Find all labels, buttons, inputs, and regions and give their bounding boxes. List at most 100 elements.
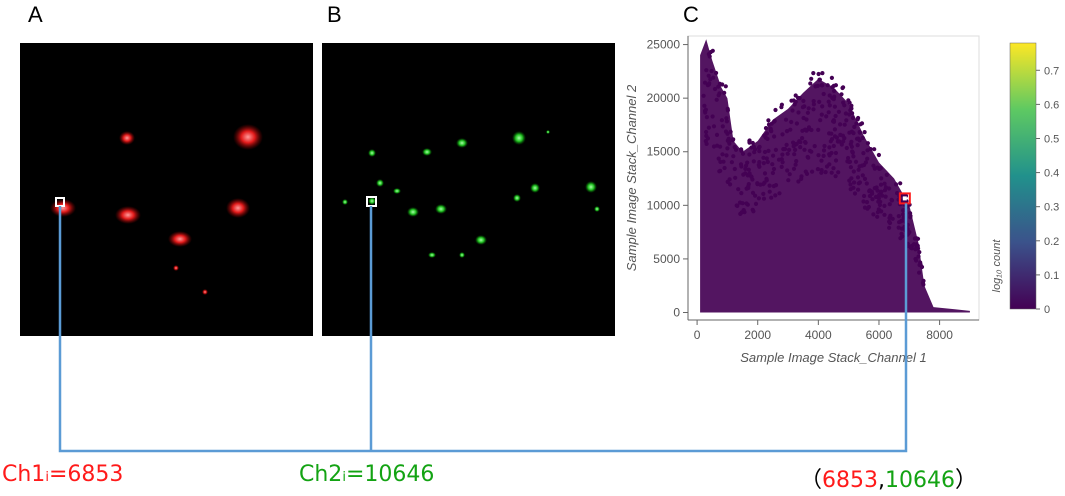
scatter-point xyxy=(711,75,716,80)
scatter-point xyxy=(831,166,836,171)
red-cell-blob xyxy=(173,265,179,271)
y-tick-label: 25000 xyxy=(647,38,681,52)
scatter-point xyxy=(821,153,826,158)
scatter-point xyxy=(883,185,889,190)
scatter-point xyxy=(787,147,792,152)
scatter-point xyxy=(816,153,821,158)
scatter-point xyxy=(812,144,817,149)
scatter-point xyxy=(809,149,814,154)
scatter-point xyxy=(819,170,824,175)
green-cell-blob xyxy=(585,181,597,193)
green-cell-blob xyxy=(393,188,401,194)
scatter-point xyxy=(744,163,749,168)
scatter-point xyxy=(784,142,789,147)
y-tick-label: 5000 xyxy=(653,252,680,266)
scatter-point xyxy=(724,153,729,158)
y-tick-label: 0 xyxy=(673,305,680,319)
scatter-point xyxy=(826,110,831,115)
scatter-point xyxy=(809,76,814,81)
scatter-point xyxy=(780,152,785,157)
scatter-point xyxy=(766,122,772,127)
scatter-point xyxy=(724,116,729,121)
scatter-point xyxy=(805,110,811,115)
scatter-point xyxy=(833,150,839,156)
scatter-point xyxy=(702,80,708,85)
scatter-point xyxy=(842,122,847,127)
scatter-point xyxy=(878,182,884,187)
scatter-point xyxy=(848,165,854,170)
scatter-point xyxy=(887,202,892,207)
scatter-point xyxy=(767,183,772,188)
colorbar-tick-label: 0.1 xyxy=(1044,270,1059,282)
green-cell-blob xyxy=(435,204,447,214)
scatter-point xyxy=(833,174,838,179)
scatter-point xyxy=(723,84,728,89)
scatter-point xyxy=(862,130,867,135)
green-cell-blob xyxy=(368,149,376,157)
scatter-point xyxy=(753,193,758,198)
scatter-point xyxy=(907,230,912,235)
scatter-point xyxy=(732,166,737,172)
scatter-point xyxy=(705,136,711,141)
scatter-point xyxy=(762,171,768,176)
scatter-point xyxy=(777,191,782,196)
green-cell-blob xyxy=(368,197,376,205)
red-cell-blob xyxy=(233,124,263,150)
scatter-point xyxy=(882,203,887,208)
green-cell-blob xyxy=(530,183,540,193)
scatter-point xyxy=(840,85,845,91)
scatter-point xyxy=(847,178,852,183)
scatter-point xyxy=(856,115,861,121)
ch1-value: =6853 xyxy=(48,462,124,487)
scatter-point xyxy=(849,139,854,144)
pair-comma: , xyxy=(878,468,886,493)
scatter-point xyxy=(766,118,771,123)
scatter-point xyxy=(898,181,903,186)
scatter-point xyxy=(843,111,849,116)
scatter-point xyxy=(716,93,721,98)
red-cell-blob xyxy=(115,206,141,224)
pair-y-value: 10646 xyxy=(885,468,956,493)
scatter-point xyxy=(852,124,857,129)
colorbar-tick-label: 0.2 xyxy=(1044,236,1059,248)
scatter-point xyxy=(819,112,824,117)
scatter-point xyxy=(791,140,796,145)
colorbar-label: log₁₀ count xyxy=(991,239,1003,293)
scatter-point xyxy=(799,176,804,181)
scatter-point xyxy=(876,199,881,204)
scatter-point xyxy=(831,97,836,102)
scatter-point xyxy=(873,194,879,199)
x-tick-label: 2000 xyxy=(744,328,771,342)
scatter-point xyxy=(719,118,725,123)
scatter-point xyxy=(908,245,914,250)
scatter-point xyxy=(865,148,870,153)
scatter-point xyxy=(827,93,832,98)
x-tick-label: 4000 xyxy=(805,328,832,342)
colorbar-tick-label: 0.5 xyxy=(1044,133,1059,145)
ch1-prefix: Ch1 xyxy=(2,462,46,487)
scatter-point xyxy=(821,91,826,97)
scatter-point xyxy=(879,209,884,214)
scatter-point xyxy=(887,215,892,221)
scatter-point xyxy=(703,107,709,112)
scatter-point xyxy=(738,162,744,167)
scatter-point xyxy=(847,159,852,164)
scatter-point xyxy=(721,159,726,164)
scatter-point xyxy=(720,124,725,129)
scatter-point xyxy=(826,99,831,104)
scatter-point xyxy=(901,208,906,213)
scatter-point xyxy=(811,99,816,104)
panel-letter-a: A xyxy=(28,2,43,27)
y-tick-label: 15000 xyxy=(647,145,681,159)
scatter-point xyxy=(794,121,800,126)
scatter-point xyxy=(862,176,868,181)
scatter-point xyxy=(739,147,744,152)
scatter-point xyxy=(875,214,880,219)
scatter-point xyxy=(780,160,785,165)
scatter-point xyxy=(823,170,828,175)
scatter-point xyxy=(911,242,917,247)
scatter-point xyxy=(827,153,832,158)
scatter-point xyxy=(761,196,767,201)
green-cell-blob xyxy=(512,131,526,145)
